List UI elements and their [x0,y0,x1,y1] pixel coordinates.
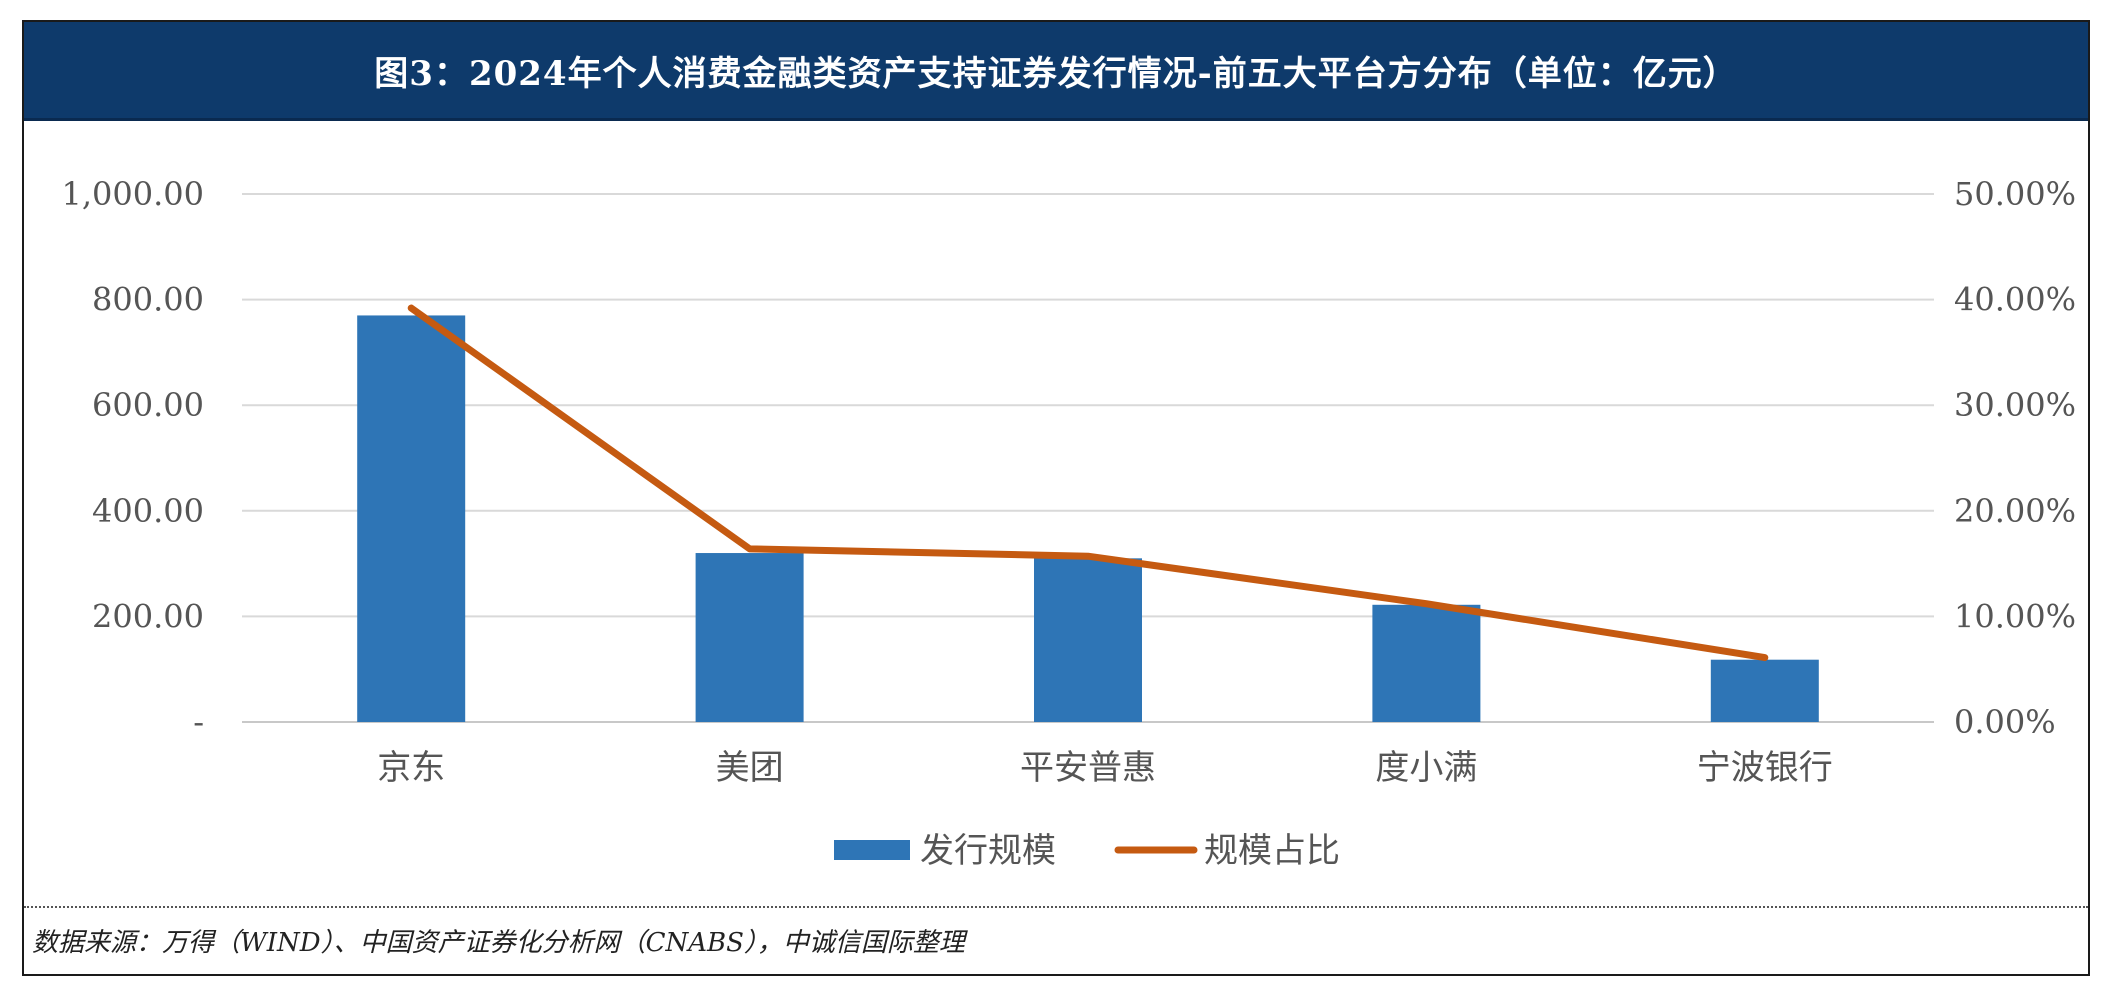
y-left-tick-label: 400.00 [92,492,204,530]
y-right-tick-label: 50.00% [1954,175,2076,213]
bar-4 [1372,604,1481,722]
x-category-label: 度小满 [1375,748,1477,788]
x-category-label: 平安普惠 [1020,748,1156,788]
legend-line-label: 规模占比 [1204,831,1340,871]
y-left-tick-label: 1,000.00 [62,175,205,213]
y-right-tick-label: 40.00% [1954,281,2076,319]
x-category-label: 京东 [377,748,445,788]
bar-1 [357,315,466,722]
y-left-tick-label: 800.00 [92,281,204,319]
x-category-label: 美团 [716,748,784,788]
chart-svg: - 200.00 400.00 600.00 800.00 1,000.00 0.00% 10… [62,175,2077,871]
y-right-tick-label: 20.00% [1954,492,2076,530]
y-left-tick-label: 200.00 [92,597,204,635]
y-right-tick-label: 0.00% [1954,703,2056,741]
bar-5 [1710,659,1819,722]
legend-bar-label: 发行规模 [920,831,1056,871]
y-right-tick-label: 30.00% [1954,386,2076,424]
y-left-tick-label: 600.00 [92,386,204,424]
bar-2 [695,553,804,722]
figure-frame: 图3：2024年个人消费金融类资产支持证券发行情况-前五大平台方分布（单位：亿元… [22,20,2090,976]
y-left-tick-label: - [193,703,204,741]
source-divider [24,906,2088,908]
y-right-tick-label: 10.00% [1954,597,2076,635]
source-note: 数据来源：万得（WIND）、中国资产证券化分析网（CNABS），中诚信国际整理 [32,928,965,958]
title-bar: 图3：2024年个人消费金融类资产支持证券发行情况-前五大平台方分布（单位：亿元… [24,22,2088,121]
chart-title: 图3：2024年个人消费金融类资产支持证券发行情况-前五大平台方分布（单位：亿元… [374,53,1738,94]
legend-bar-swatch [834,840,910,860]
bar-3 [1034,558,1142,722]
x-category-label: 宁波银行 [1697,748,1833,788]
